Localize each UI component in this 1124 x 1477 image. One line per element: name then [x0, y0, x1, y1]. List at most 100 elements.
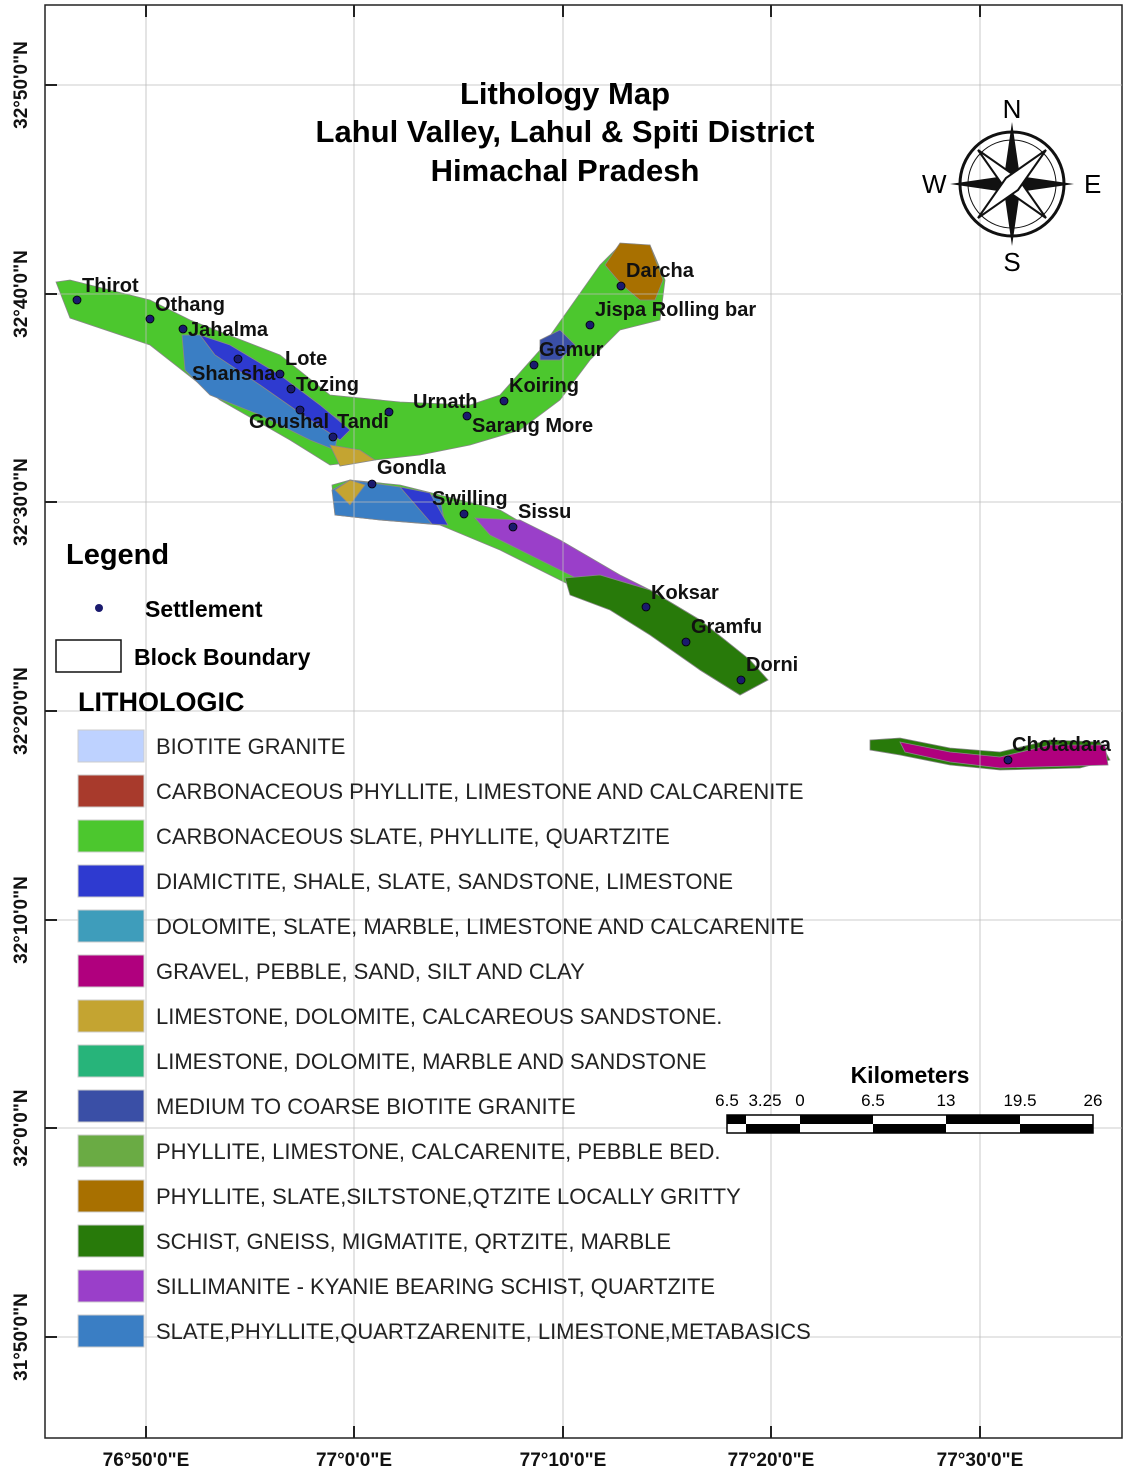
scale-title: Kilometers	[851, 1062, 970, 1088]
scale-label: 13	[937, 1091, 956, 1110]
lithologic-title: LITHOLOGIC	[78, 687, 244, 717]
settlement-label: Tozing	[296, 374, 359, 396]
lithology-unit	[899, 741, 1109, 769]
settlement-dot	[529, 360, 539, 370]
scale-bar: Kilometers 6.5 3.25 0 6.5 13 19.5 26	[715, 1062, 1103, 1134]
scale-segment	[873, 1124, 946, 1133]
legend-swatch	[77, 909, 145, 943]
settlement-label: Lote	[285, 348, 327, 370]
scale-segment	[783, 1124, 800, 1133]
legend-label: SCHIST, GNEISS, MIGMATITE, QRTZITE, MARB…	[156, 1229, 671, 1254]
lat-label: 32°40'0"N	[11, 250, 32, 338]
settlement-label: Sarang More	[472, 415, 593, 437]
legend-swatch	[77, 999, 145, 1033]
lon-label: 77°10'0"E	[520, 1450, 607, 1471]
legend-swatch	[77, 819, 145, 853]
settlement-label: Urnath	[413, 391, 477, 413]
compass-s: S	[1003, 247, 1020, 277]
north-arrow: N S E W	[922, 94, 1101, 277]
settlement-label: Chotadara	[1012, 734, 1112, 756]
settlement-dot	[499, 396, 509, 406]
lithology-unit	[334, 479, 366, 506]
settlement-label: Goushal	[249, 411, 329, 433]
title-line: Himachal Pradesh	[431, 153, 700, 188]
compass-w: W	[922, 169, 947, 199]
settlement-dot	[462, 411, 472, 421]
settlement-label: Darcha	[626, 260, 695, 282]
settlement-label: Tandi	[337, 411, 389, 433]
settlement-dot	[145, 314, 155, 324]
settlement-label: Jahalma	[188, 319, 269, 341]
lon-label: 76°50'0"E	[103, 1450, 190, 1471]
settlement-dot	[641, 602, 651, 612]
settlement-label: Gondla	[377, 457, 447, 479]
legend-swatch	[77, 1224, 145, 1258]
legend-label: LIMESTONE, DOLOMITE, MARBLE AND SANDSTON…	[156, 1049, 707, 1074]
legend-label: SILLIMANITE - KYANIE BEARING SCHIST, QUA…	[156, 1274, 715, 1299]
legend-label: CARBONACEOUS PHYLLITE, LIMESTONE AND CAL…	[156, 779, 804, 804]
legend-label: GRAVEL, PEBBLE, SAND, SILT AND CLAY	[156, 959, 585, 984]
settlement-label: Jispa Rolling bar	[595, 299, 756, 321]
lat-label: 32°50'0"N	[11, 41, 32, 129]
legend-swatch	[77, 1044, 145, 1078]
lithology-polygons	[55, 242, 1111, 771]
scale-label: 26	[1084, 1091, 1103, 1110]
lat-label: 32°10'0"N	[11, 876, 32, 964]
lithology-unit	[539, 329, 576, 361]
legend-swatch	[77, 1134, 145, 1168]
settlement-dot	[328, 432, 338, 442]
legend-swatch	[77, 729, 145, 763]
settlement-dot	[585, 320, 595, 330]
legend-label: CARBONACEOUS SLATE, PHYLLITE, QUARTZITE	[156, 824, 670, 849]
settlement-dot	[736, 675, 746, 685]
scale-segment	[746, 1124, 765, 1133]
settlement-label: Gramfu	[691, 616, 762, 638]
settlement-label: Koiring	[509, 375, 579, 397]
legend-boundary-symbol	[55, 639, 122, 673]
settlements: Thirot Othang Jahalma Lote Shansha Tozing Gous…	[72, 260, 1112, 765]
settlement-label: Koksar	[651, 582, 719, 604]
settlement-dot	[178, 324, 188, 334]
scale-segment	[946, 1115, 1020, 1124]
scale-segment	[800, 1115, 873, 1124]
scale-label: 6.5	[861, 1091, 885, 1110]
lon-label: 77°20'0"E	[728, 1450, 815, 1471]
legend-swatch	[77, 1179, 145, 1213]
legend-label: PHYLLITE, LIMESTONE, CALCARENITE, PEBBLE…	[156, 1139, 720, 1164]
legend-swatch	[77, 1089, 145, 1123]
settlement-dot	[459, 509, 469, 519]
legend-title: Legend	[66, 539, 169, 571]
scale-segment	[1020, 1124, 1093, 1133]
legend-swatch	[77, 1314, 145, 1348]
legend-swatch	[77, 954, 145, 988]
legend-swatch	[77, 864, 145, 898]
legend-swatch	[77, 774, 145, 808]
legend-swatch	[77, 1269, 145, 1303]
scale-label: 19.5	[1003, 1091, 1036, 1110]
lat-label: 31°50'0"N	[11, 1293, 32, 1381]
settlement-dot	[616, 281, 626, 291]
legend-settlement-symbol	[95, 604, 103, 612]
settlement-label: Thirot	[82, 275, 139, 297]
settlement-dot	[295, 405, 305, 415]
scale-label: 3.25	[748, 1091, 781, 1110]
settlement-label: Othang	[155, 294, 225, 316]
scale-label: 6.5	[715, 1091, 739, 1110]
settlement-dot	[72, 295, 82, 305]
settlement-label: Dorni	[746, 654, 798, 676]
settlement-label: Shansha	[192, 363, 276, 385]
lithology-unit	[398, 486, 449, 526]
settlement-dot	[508, 522, 518, 532]
settlement-label: Swilling	[432, 488, 508, 510]
lithology-legend: BIOTITE GRANITE CARBONACEOUS PHYLLITE, LI…	[77, 729, 811, 1348]
compass-n: N	[1003, 94, 1022, 124]
settlement-dot	[367, 479, 377, 489]
settlement-dot	[1003, 755, 1013, 765]
settlement-dot	[275, 369, 285, 379]
legend-label: SLATE,PHYLLITE,QUARTZARENITE, LIMESTONE,…	[156, 1319, 811, 1344]
map-frame	[44, 4, 1123, 1439]
scale-label: 0	[795, 1091, 804, 1110]
lithology-unit	[564, 574, 769, 696]
settlement-dot	[233, 354, 243, 364]
settlement-dot	[384, 407, 394, 417]
